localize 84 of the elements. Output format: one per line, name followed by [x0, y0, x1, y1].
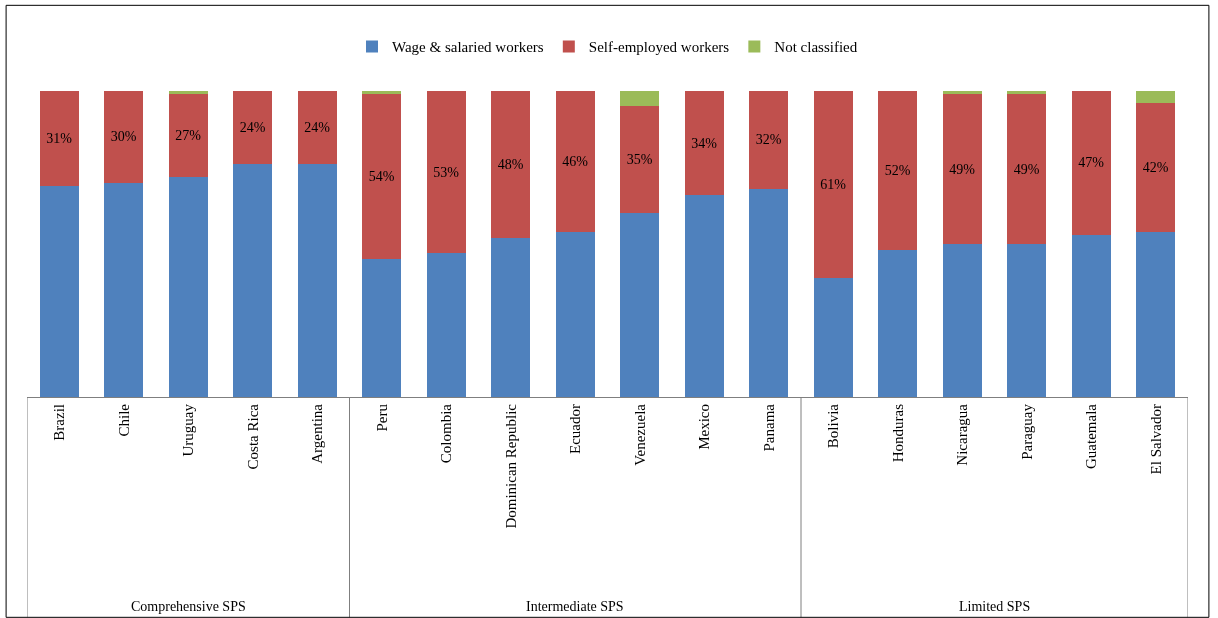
legend-label: Wage & salaried workers: [392, 39, 544, 56]
bar: [620, 213, 660, 397]
data-label: 24%: [239, 120, 266, 136]
data-label: 27%: [175, 127, 202, 143]
bar: [491, 237, 531, 397]
x-tick-label: Argentina: [309, 403, 326, 464]
bar: [491, 91, 531, 238]
bar: [555, 231, 595, 397]
bar: [1071, 91, 1111, 235]
legend-label: Not classified: [774, 39, 858, 56]
x-tick-label: Costa Rica: [244, 403, 261, 470]
bar: [1136, 231, 1176, 397]
bar: [813, 277, 853, 397]
text: Comprehensive SPS: [131, 599, 246, 614]
x-tick-label: Peru: [373, 403, 390, 432]
x-tick-label: Ecuador: [567, 404, 584, 454]
bar: [297, 164, 337, 397]
bar: [684, 195, 724, 397]
bar: [168, 91, 208, 95]
x-tick-label: Mexico: [696, 404, 713, 450]
bar: [362, 94, 402, 260]
bar: [878, 250, 918, 397]
data-label: 24%: [304, 120, 331, 136]
data-label: 47%: [1078, 155, 1105, 171]
bar: [684, 91, 724, 196]
bar: [297, 91, 337, 165]
data-label: 31%: [46, 130, 73, 146]
bar: [426, 253, 466, 397]
data-label: 30%: [110, 129, 137, 145]
x-tick-label: Panama: [760, 403, 777, 452]
x-tick-label: Chile: [115, 403, 132, 437]
bar: [1007, 91, 1047, 95]
bar: [1136, 103, 1176, 232]
data-label: 42%: [1142, 160, 1169, 175]
bar: [39, 185, 79, 397]
x-tick-label: Bolivia: [825, 403, 842, 449]
bar: [168, 94, 208, 177]
data-label: 32%: [755, 132, 782, 148]
data-label: 54%: [368, 169, 395, 185]
data-label: 34%: [691, 135, 718, 151]
bar: [620, 106, 660, 214]
bar: [1071, 234, 1111, 397]
x-tick-label: Honduras: [889, 403, 906, 463]
legend-label: Self-employed workers: [588, 39, 730, 56]
bar: [104, 91, 144, 183]
x-tick-label: El Salvador: [1147, 404, 1164, 475]
bar: [1007, 94, 1047, 244]
text: Intermediate SPS: [526, 599, 624, 614]
bar: [233, 164, 273, 397]
bar: [39, 91, 79, 186]
x-tick-label: Venezuela: [631, 403, 648, 466]
bar: [942, 91, 982, 95]
bar: [1136, 91, 1176, 104]
text: Limited SPS: [959, 599, 1031, 614]
bar: [813, 91, 853, 278]
x-tick-label: Uruguay: [180, 403, 197, 457]
x-tick-label: Brazil: [51, 404, 68, 441]
data-label: 49%: [1013, 161, 1040, 177]
data-label: 49%: [949, 161, 976, 177]
bar: [749, 188, 789, 397]
bar: [168, 176, 208, 397]
data-label: 46%: [562, 153, 589, 169]
bar: [426, 91, 466, 254]
bar: [233, 91, 273, 165]
bar: [1007, 244, 1047, 397]
x-tick-label: Nicaragua: [954, 403, 971, 466]
bar: [942, 244, 982, 397]
bar: [104, 182, 144, 397]
data-label: 61%: [820, 176, 847, 192]
x-tick-label: Colombia: [438, 403, 455, 464]
x-tick-label: Dominican Republic: [502, 403, 519, 529]
bar: [620, 91, 660, 107]
data-label: 53%: [433, 164, 460, 180]
bar: [942, 94, 982, 244]
x-tick-label: Paraguay: [1018, 403, 1035, 460]
bar: [555, 91, 595, 232]
bar: [362, 91, 402, 95]
data-label: 48%: [497, 156, 524, 172]
bar: [878, 91, 918, 251]
bar: [362, 259, 402, 397]
data-label: 35%: [626, 152, 653, 168]
x-tick-label: Guatemala: [1083, 403, 1100, 469]
data-label: 52%: [884, 163, 911, 179]
bar: [749, 91, 789, 189]
